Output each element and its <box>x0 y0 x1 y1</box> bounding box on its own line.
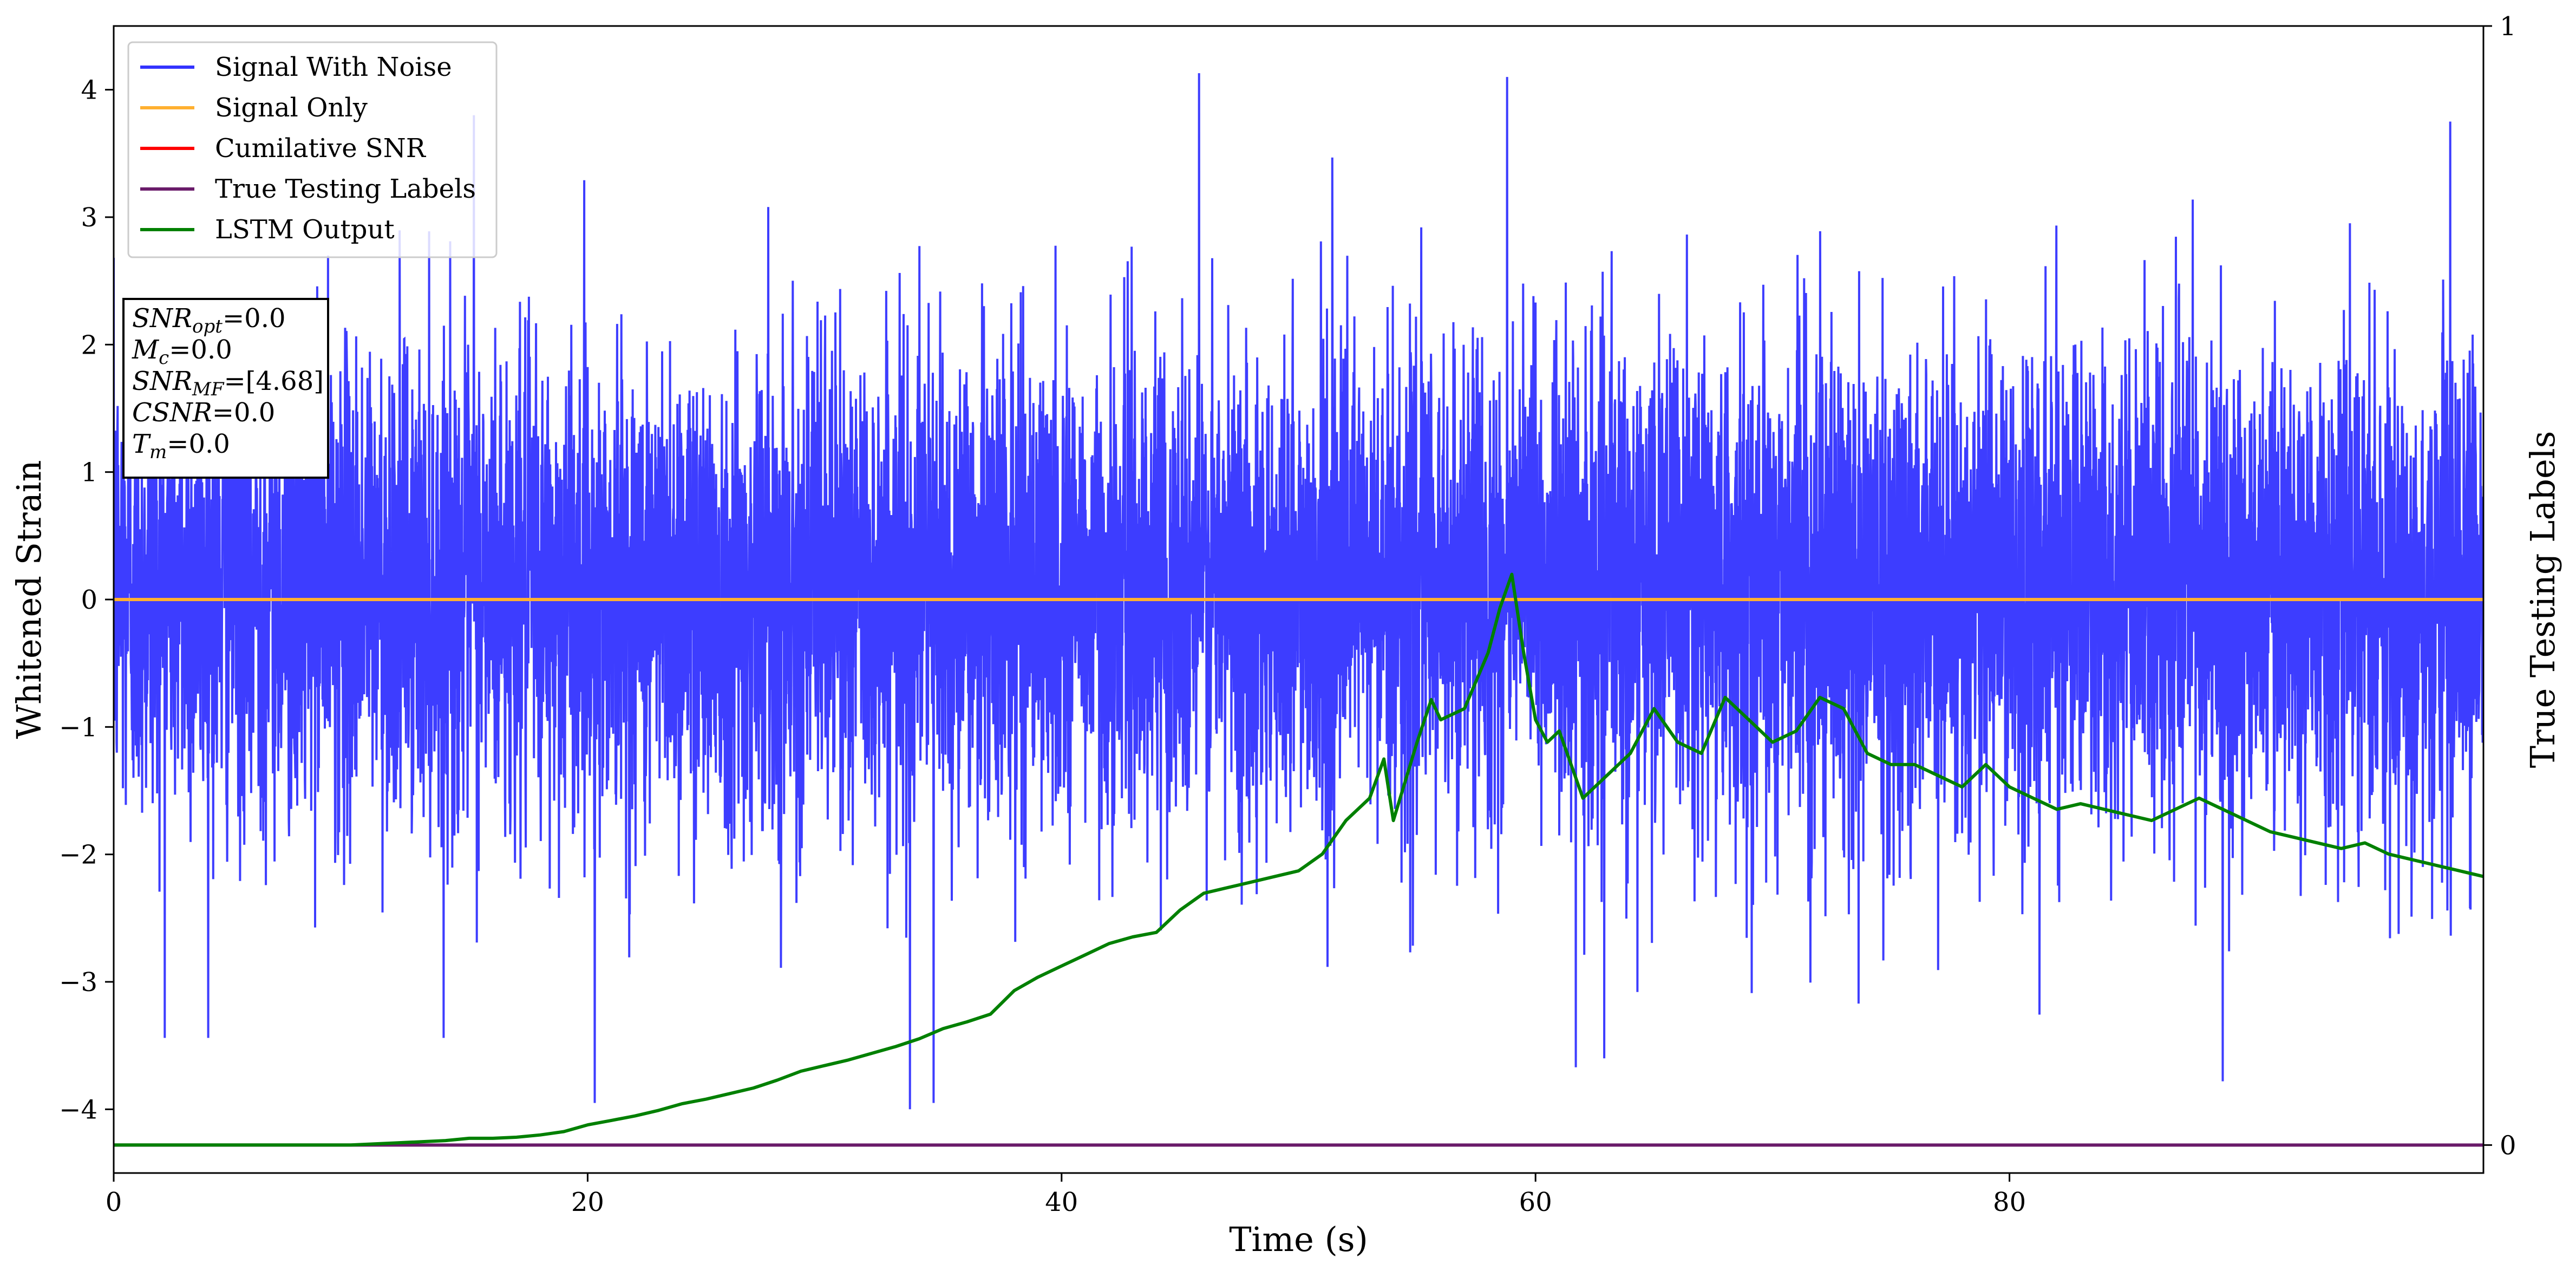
annotation-line: Mc=0.0 <box>132 335 232 369</box>
annotation-symbol: SNR <box>132 366 192 396</box>
annotation-line: CSNR=0.0 <box>132 398 275 428</box>
y2-tick-label: 1 <box>2500 11 2516 42</box>
y-tick-label: 3 <box>81 203 97 233</box>
series-signal-with-noise <box>114 73 2483 1110</box>
annotation-value: =0.0 <box>212 398 276 428</box>
legend-label: True Testing Labels <box>215 174 476 204</box>
legend-item: Signal With Noise <box>140 52 452 82</box>
y-tick-label: −2 <box>59 840 97 870</box>
series-lstm-output <box>114 572 2483 1147</box>
legend-item: True Testing Labels <box>140 174 476 204</box>
x-tick-label: 80 <box>1993 1187 2026 1217</box>
legend-item: Signal Only <box>140 93 368 123</box>
y-axis-label: Whitened Strain <box>9 460 49 739</box>
annotation-symbol: T <box>132 429 151 459</box>
annotation-subscript: MF <box>192 379 225 400</box>
legend-item: Cumilative SNR <box>140 133 427 164</box>
y-tick-label: 4 <box>81 75 97 106</box>
legend: Signal With Noise Signal Only Cumilative S… <box>127 41 498 258</box>
x-tick-label: 0 <box>106 1187 122 1217</box>
annotation-line: Tm=0.0 <box>132 429 230 463</box>
annotation-frame <box>122 298 329 479</box>
y-tick-label: 0 <box>81 585 97 615</box>
x-tick-label: 20 <box>571 1187 604 1217</box>
legend-item: LSTM Output <box>140 214 395 245</box>
y2-tick-label: 0 <box>2500 1130 2516 1161</box>
annotation-subscript: opt <box>192 316 223 337</box>
annotation-symbol: CSNR <box>132 398 212 428</box>
plot-area <box>114 73 2483 1147</box>
x-axis-label: Time (s) <box>1229 1220 1368 1259</box>
annotation-box: SNRopt=0.0Mc=0.0SNRMF=[4.68]CSNR=0.0Tm=0… <box>122 298 329 479</box>
annotation-value: =0.0 <box>167 429 230 459</box>
x-tick-label: 60 <box>1519 1187 1552 1217</box>
legend-label: Signal Only <box>215 93 368 123</box>
x-tick-label: 40 <box>1045 1187 1078 1217</box>
annotation-symbol: SNR <box>132 303 192 334</box>
annotation-subscript: c <box>159 347 169 369</box>
y-tick-label: 1 <box>81 458 97 488</box>
legend-label: Cumilative SNR <box>215 133 427 164</box>
annotation-subscript: m <box>149 441 167 463</box>
annotation-line: SNRMF=[4.68] <box>132 366 324 400</box>
y-tick-label: 2 <box>81 330 97 360</box>
y-tick-label: −3 <box>59 967 97 998</box>
y2-axis-label: True Testing Labels <box>2523 431 2562 768</box>
annotation-value: =0.0 <box>169 335 232 365</box>
legend-label: Signal With Noise <box>215 52 452 82</box>
annotation-value: =[4.68] <box>224 366 324 396</box>
y-tick-label: −1 <box>59 712 97 742</box>
legend-box <box>127 41 498 258</box>
legend-label: LSTM Output <box>215 214 395 245</box>
y-tick-label: −4 <box>59 1094 97 1125</box>
annotation-line: SNRopt=0.0 <box>132 303 286 337</box>
annotation-value: =0.0 <box>223 303 286 334</box>
annotation-symbol: M <box>132 335 160 365</box>
